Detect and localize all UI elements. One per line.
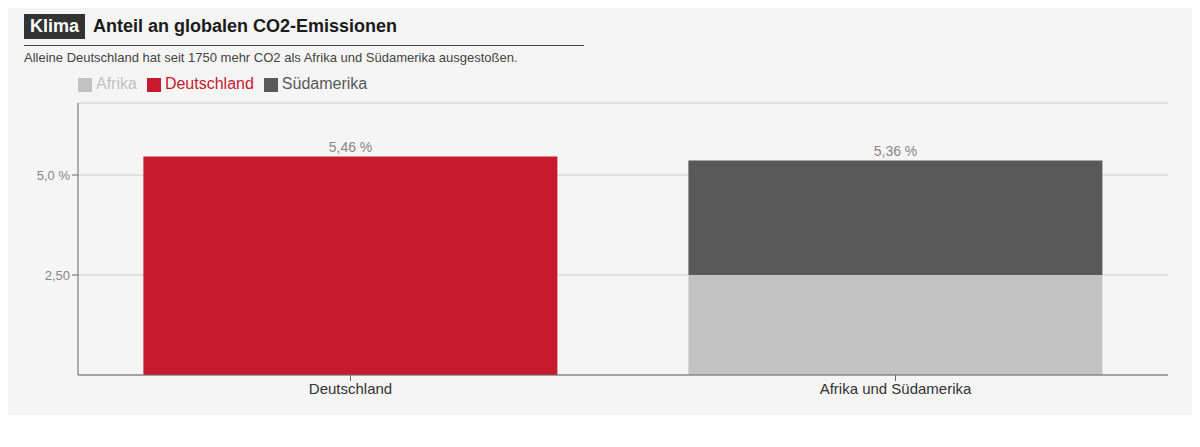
svg-text:5,0 %: 5,0 % xyxy=(37,168,71,183)
svg-text:5,46 %: 5,46 % xyxy=(329,139,373,155)
svg-text:Afrika und Südamerika: Afrika und Südamerika xyxy=(820,380,972,397)
html-text:Alleine Deutschland hat seit 1: Alleine Deutschland hat seit 1750 mehr C… xyxy=(24,50,518,65)
svg-text:5,36 %: 5,36 % xyxy=(874,143,918,159)
svg-text:Deutschland: Deutschland xyxy=(309,380,392,397)
html-text:Südamerika: Südamerika xyxy=(281,75,368,92)
svg-text:2,50: 2,50 xyxy=(45,268,70,283)
html-text:Deutschland: Deutschland xyxy=(164,75,254,92)
html-text:Klima: Klima xyxy=(30,16,79,36)
html-text:Afrika: Afrika xyxy=(96,75,137,92)
html-text:Anteil an globalen CO2-Emissio: Anteil an globalen CO2-Emissionen xyxy=(93,16,398,36)
